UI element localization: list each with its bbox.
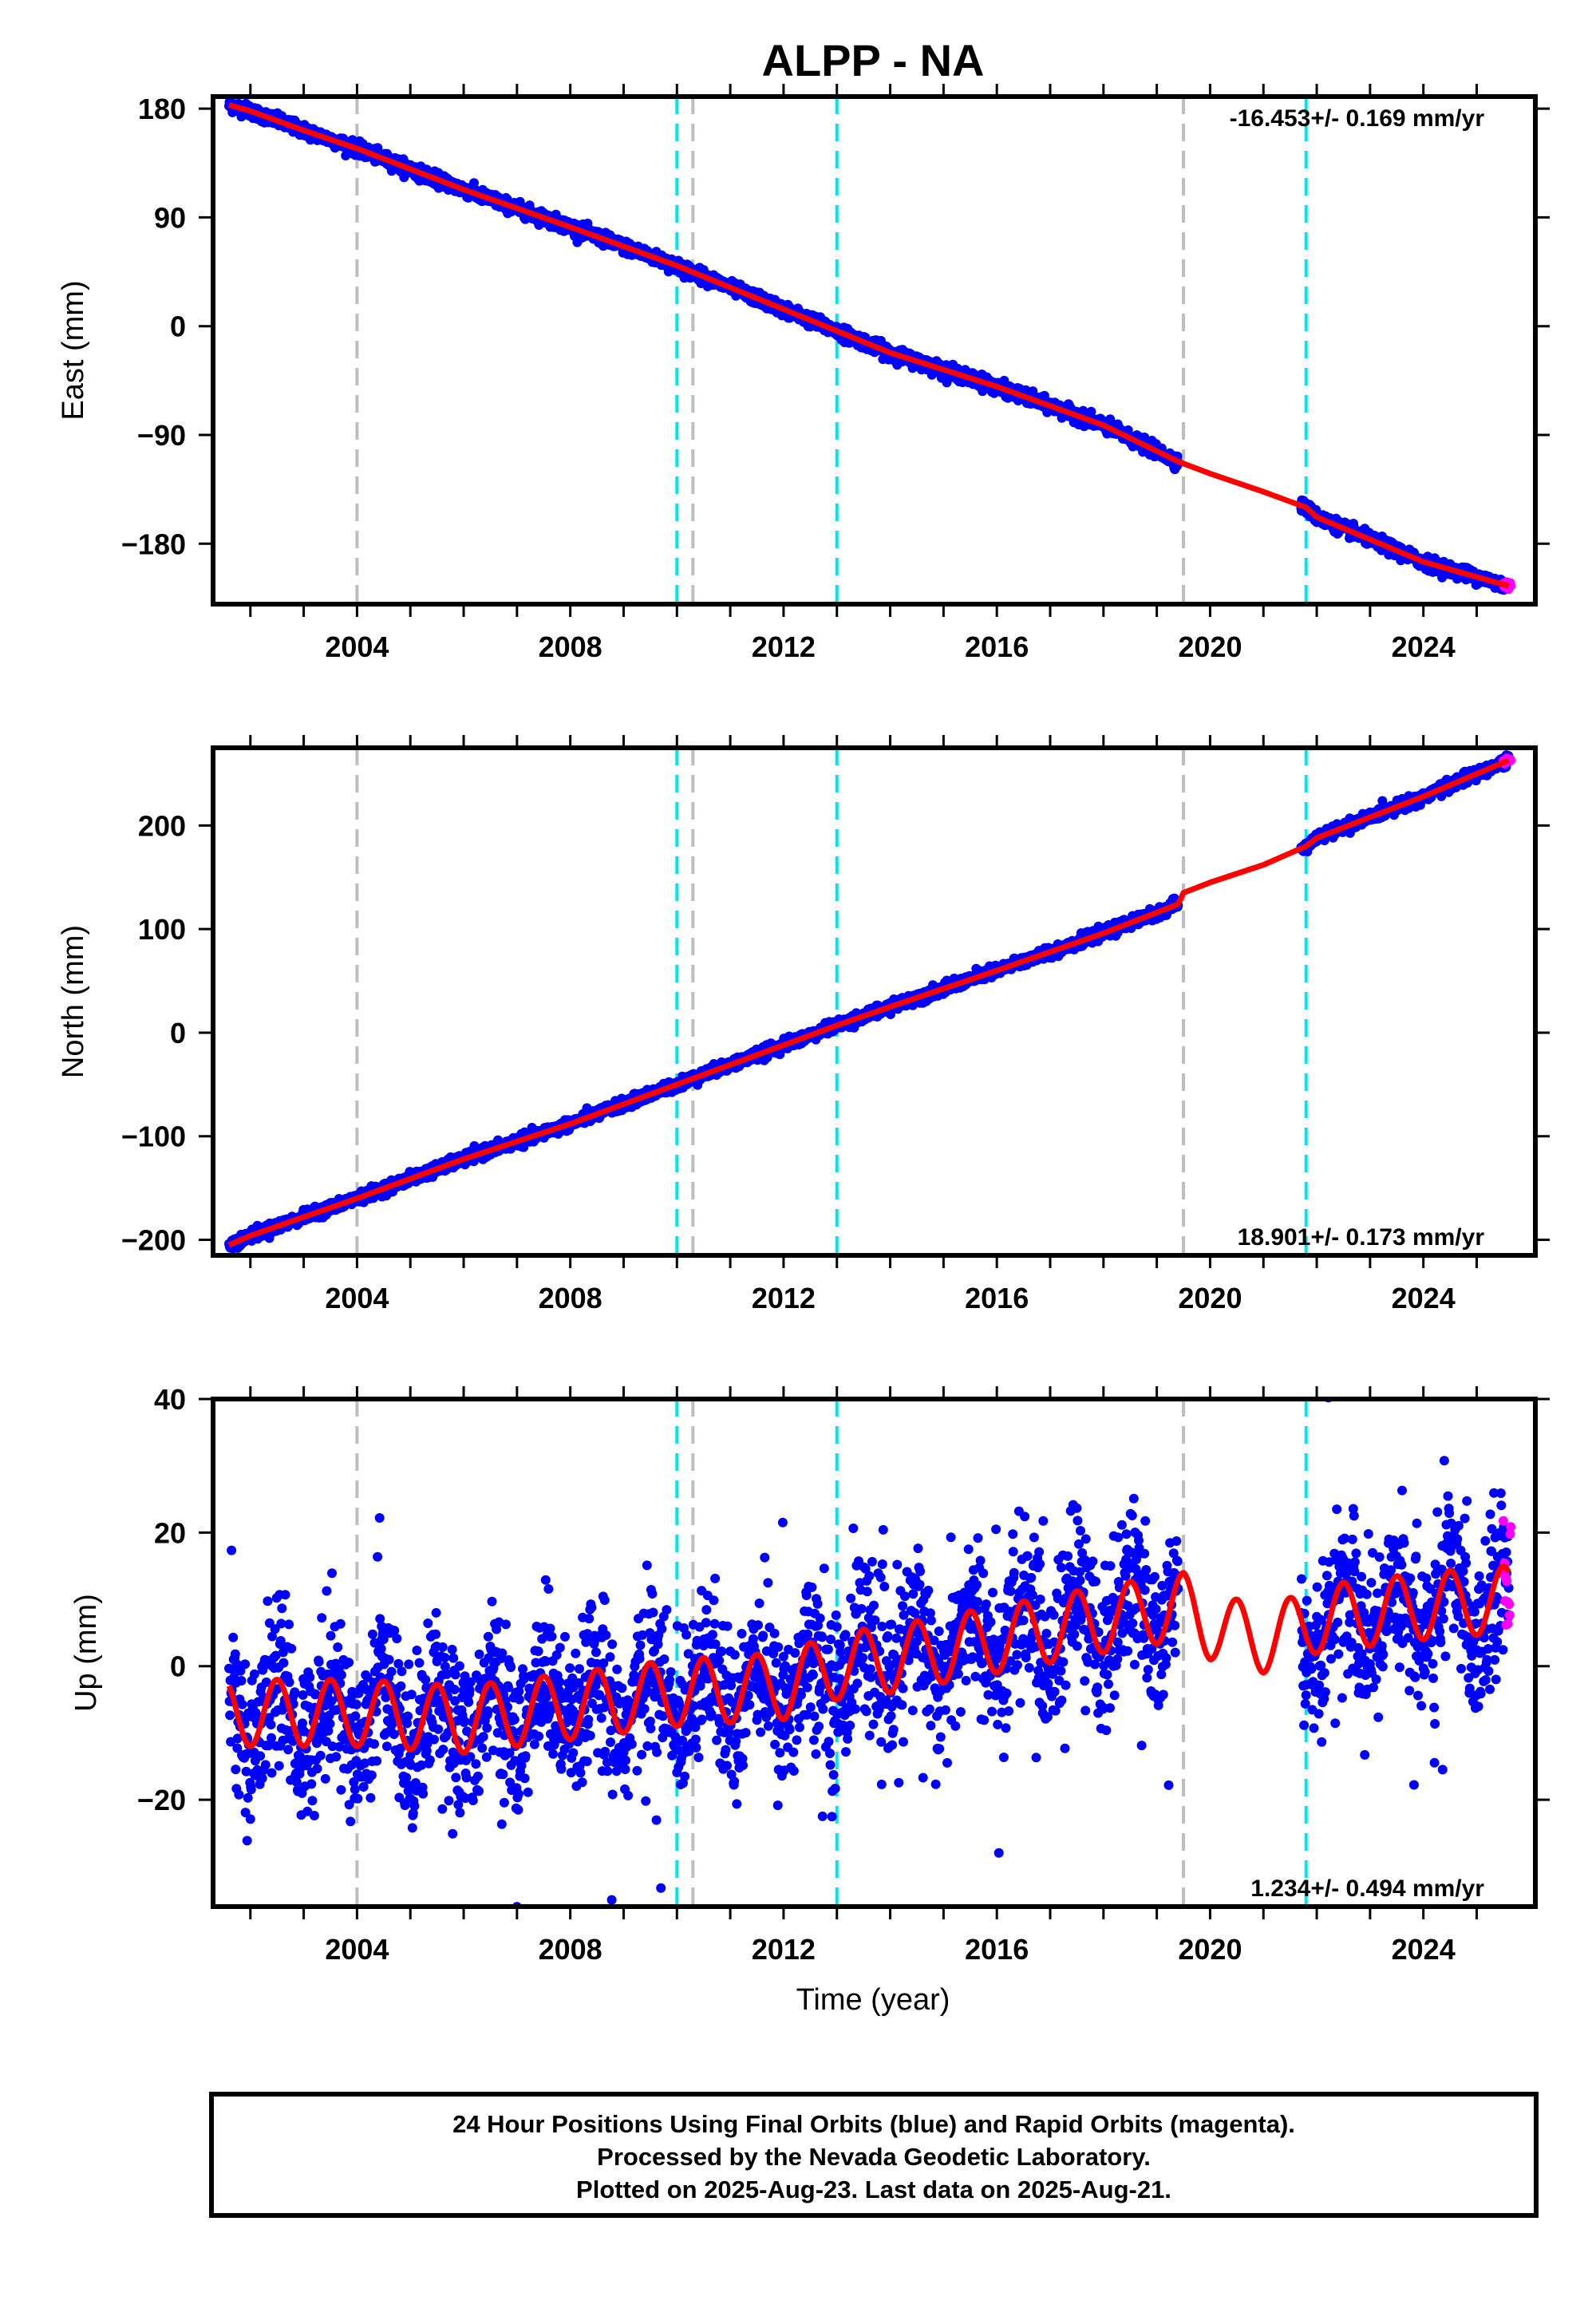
- chart-title: ALPP - NA: [762, 35, 985, 85]
- north-panel: 2004 2008 2012 2016 2020 2024 2001000−100−200…: [57, 735, 1550, 1314]
- x-tick-label: 2012: [752, 630, 816, 663]
- x-tick-label: 2024: [1392, 630, 1456, 663]
- y-tick-label: 0: [170, 310, 186, 343]
- east-rate-label: -16.453+/- 0.169 mm/yr: [1230, 105, 1485, 132]
- x-tick-label: 2008: [539, 630, 602, 663]
- event-markers: [355, 97, 1308, 604]
- y-tick-label: −180: [121, 528, 186, 560]
- x-tick-label: 2004: [325, 630, 389, 663]
- x-tick-label: 2020: [1178, 630, 1242, 663]
- east-panel: 2004 2008 2012 2016 2020 2024 180 90 0 −90 −180 E…: [57, 84, 1550, 663]
- east-plot-area: [224, 97, 1516, 595]
- event-markers: [355, 748, 1308, 1255]
- y-tick-label: −90: [137, 419, 186, 452]
- north-plot-area: [224, 750, 1516, 1254]
- y-tick-label: 90: [154, 201, 186, 234]
- east-y-axis-label: East (mm): [57, 280, 90, 420]
- y-tick-label: 180: [138, 93, 186, 125]
- x-tick-label: 2016: [965, 630, 1029, 663]
